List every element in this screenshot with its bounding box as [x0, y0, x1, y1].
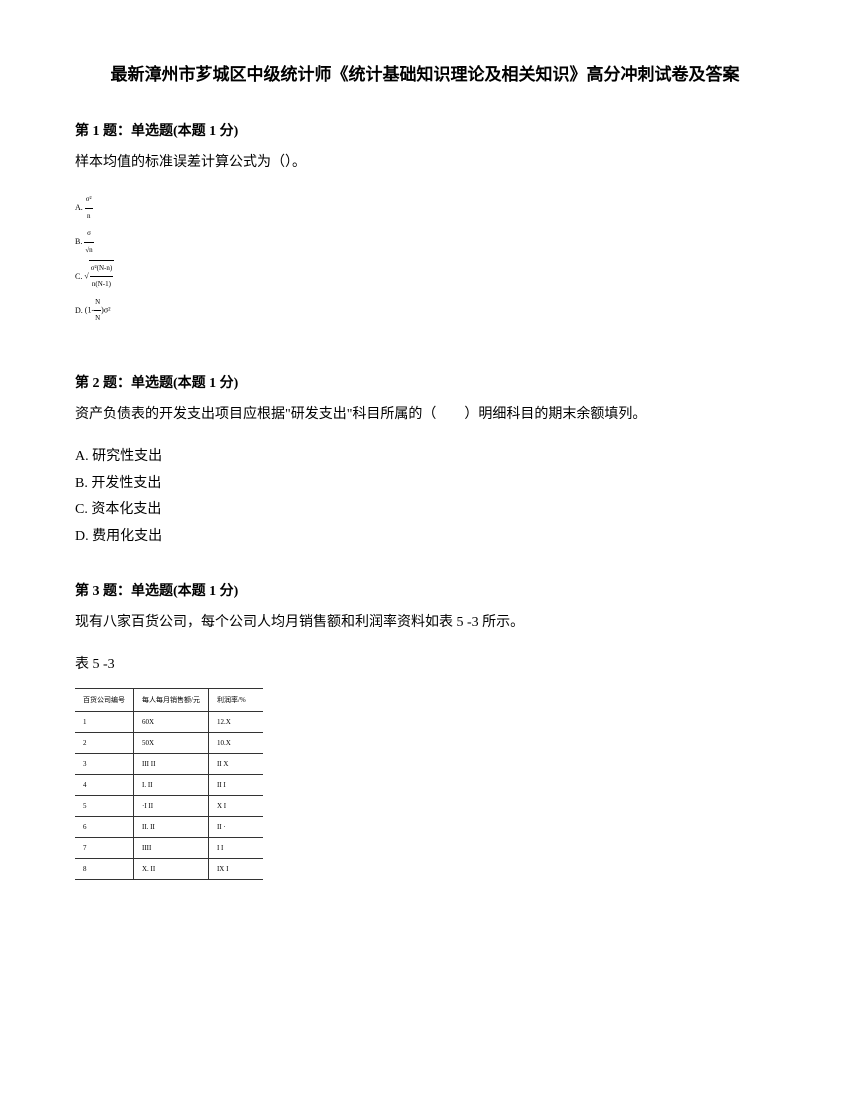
table-cell: I. II	[134, 774, 209, 795]
table-cell: X I	[208, 795, 263, 816]
q2-options: A. 研究性支出 B. 开发性支出 C. 资本化支出 D. 费用化支出	[75, 444, 775, 550]
table-cell: II. II	[134, 816, 209, 837]
table-header-row: 百货公司编号 每人每月销售额/元 利润率/%	[75, 688, 263, 711]
table-cell: 6	[75, 816, 134, 837]
table-cell: 60X	[134, 711, 209, 732]
q3-table-label: 表 5 -3	[75, 653, 775, 673]
q2-header: 第 2 题：单选题(本题 1 分)	[75, 372, 775, 392]
q1-formulas: A. σ²n B. σ√n C. √σ²(N-n)n(N-1) D. (1-NN…	[75, 192, 775, 326]
formula-a: A. σ²n	[75, 192, 775, 224]
table-cell: IIII	[134, 837, 209, 858]
q2-option-c: C. 资本化支出	[75, 497, 775, 524]
formula-d: D. (1-NN)σ²	[75, 295, 775, 327]
table-cell: II X	[208, 753, 263, 774]
table-cell: 10.X	[208, 732, 263, 753]
table-header-cell: 利润率/%	[208, 688, 263, 711]
table-cell: I I	[208, 837, 263, 858]
q3-header: 第 3 题：单选题(本题 1 分)	[75, 580, 775, 600]
table-row: 4 I. II II I	[75, 774, 263, 795]
table-row: 8 X. II IX I	[75, 858, 263, 879]
table-cell: 4	[75, 774, 134, 795]
table-cell: 50X	[134, 732, 209, 753]
formula-c: C. √σ²(N-n)n(N-1)	[75, 260, 775, 293]
table-cell: 3	[75, 753, 134, 774]
q3-text: 现有八家百货公司，每个公司人均月销售额和利润率资料如表 5 -3 所示。	[75, 612, 775, 634]
table-row: 7 IIII I I	[75, 837, 263, 858]
table-cell: 1	[75, 711, 134, 732]
table-row: 6 II. II II ·	[75, 816, 263, 837]
table-row: 1 60X 12.X	[75, 711, 263, 732]
table-cell: III II	[134, 753, 209, 774]
table-cell: X. II	[134, 858, 209, 879]
formula-b: B. σ√n	[75, 226, 775, 258]
table-cell: 5	[75, 795, 134, 816]
q2-text: 资产负债表的开发支出项目应根据"研发支出"科目所属的（ ）明细科目的期末余额填列…	[75, 404, 775, 426]
q1-header: 第 1 题：单选题(本题 1 分)	[75, 120, 775, 140]
table-cell: IX I	[208, 858, 263, 879]
table-cell: II I	[208, 774, 263, 795]
table-header-cell: 每人每月销售额/元	[134, 688, 209, 711]
table-cell: 12.X	[208, 711, 263, 732]
document-title: 最新漳州市芗城区中级统计师《统计基础知识理论及相关知识》高分冲刺试卷及答案	[75, 60, 775, 85]
table-cell: II ·	[208, 816, 263, 837]
table-row: 3 III II II X	[75, 753, 263, 774]
q1-text: 样本均值的标准误差计算公式为（）。	[75, 152, 775, 174]
table-row: 5 ·I II X I	[75, 795, 263, 816]
q2-option-b: B. 开发性支出	[75, 471, 775, 498]
table-header-cell: 百货公司编号	[75, 688, 134, 711]
table-cell: ·I II	[134, 795, 209, 816]
table-cell: 8	[75, 858, 134, 879]
q2-option-d: D. 费用化支出	[75, 524, 775, 551]
q3-data-table: 百货公司编号 每人每月销售额/元 利润率/% 1 60X 12.X 2 50X …	[75, 688, 263, 880]
table-cell: 7	[75, 837, 134, 858]
q2-option-a: A. 研究性支出	[75, 444, 775, 471]
table-cell: 2	[75, 732, 134, 753]
table-row: 2 50X 10.X	[75, 732, 263, 753]
